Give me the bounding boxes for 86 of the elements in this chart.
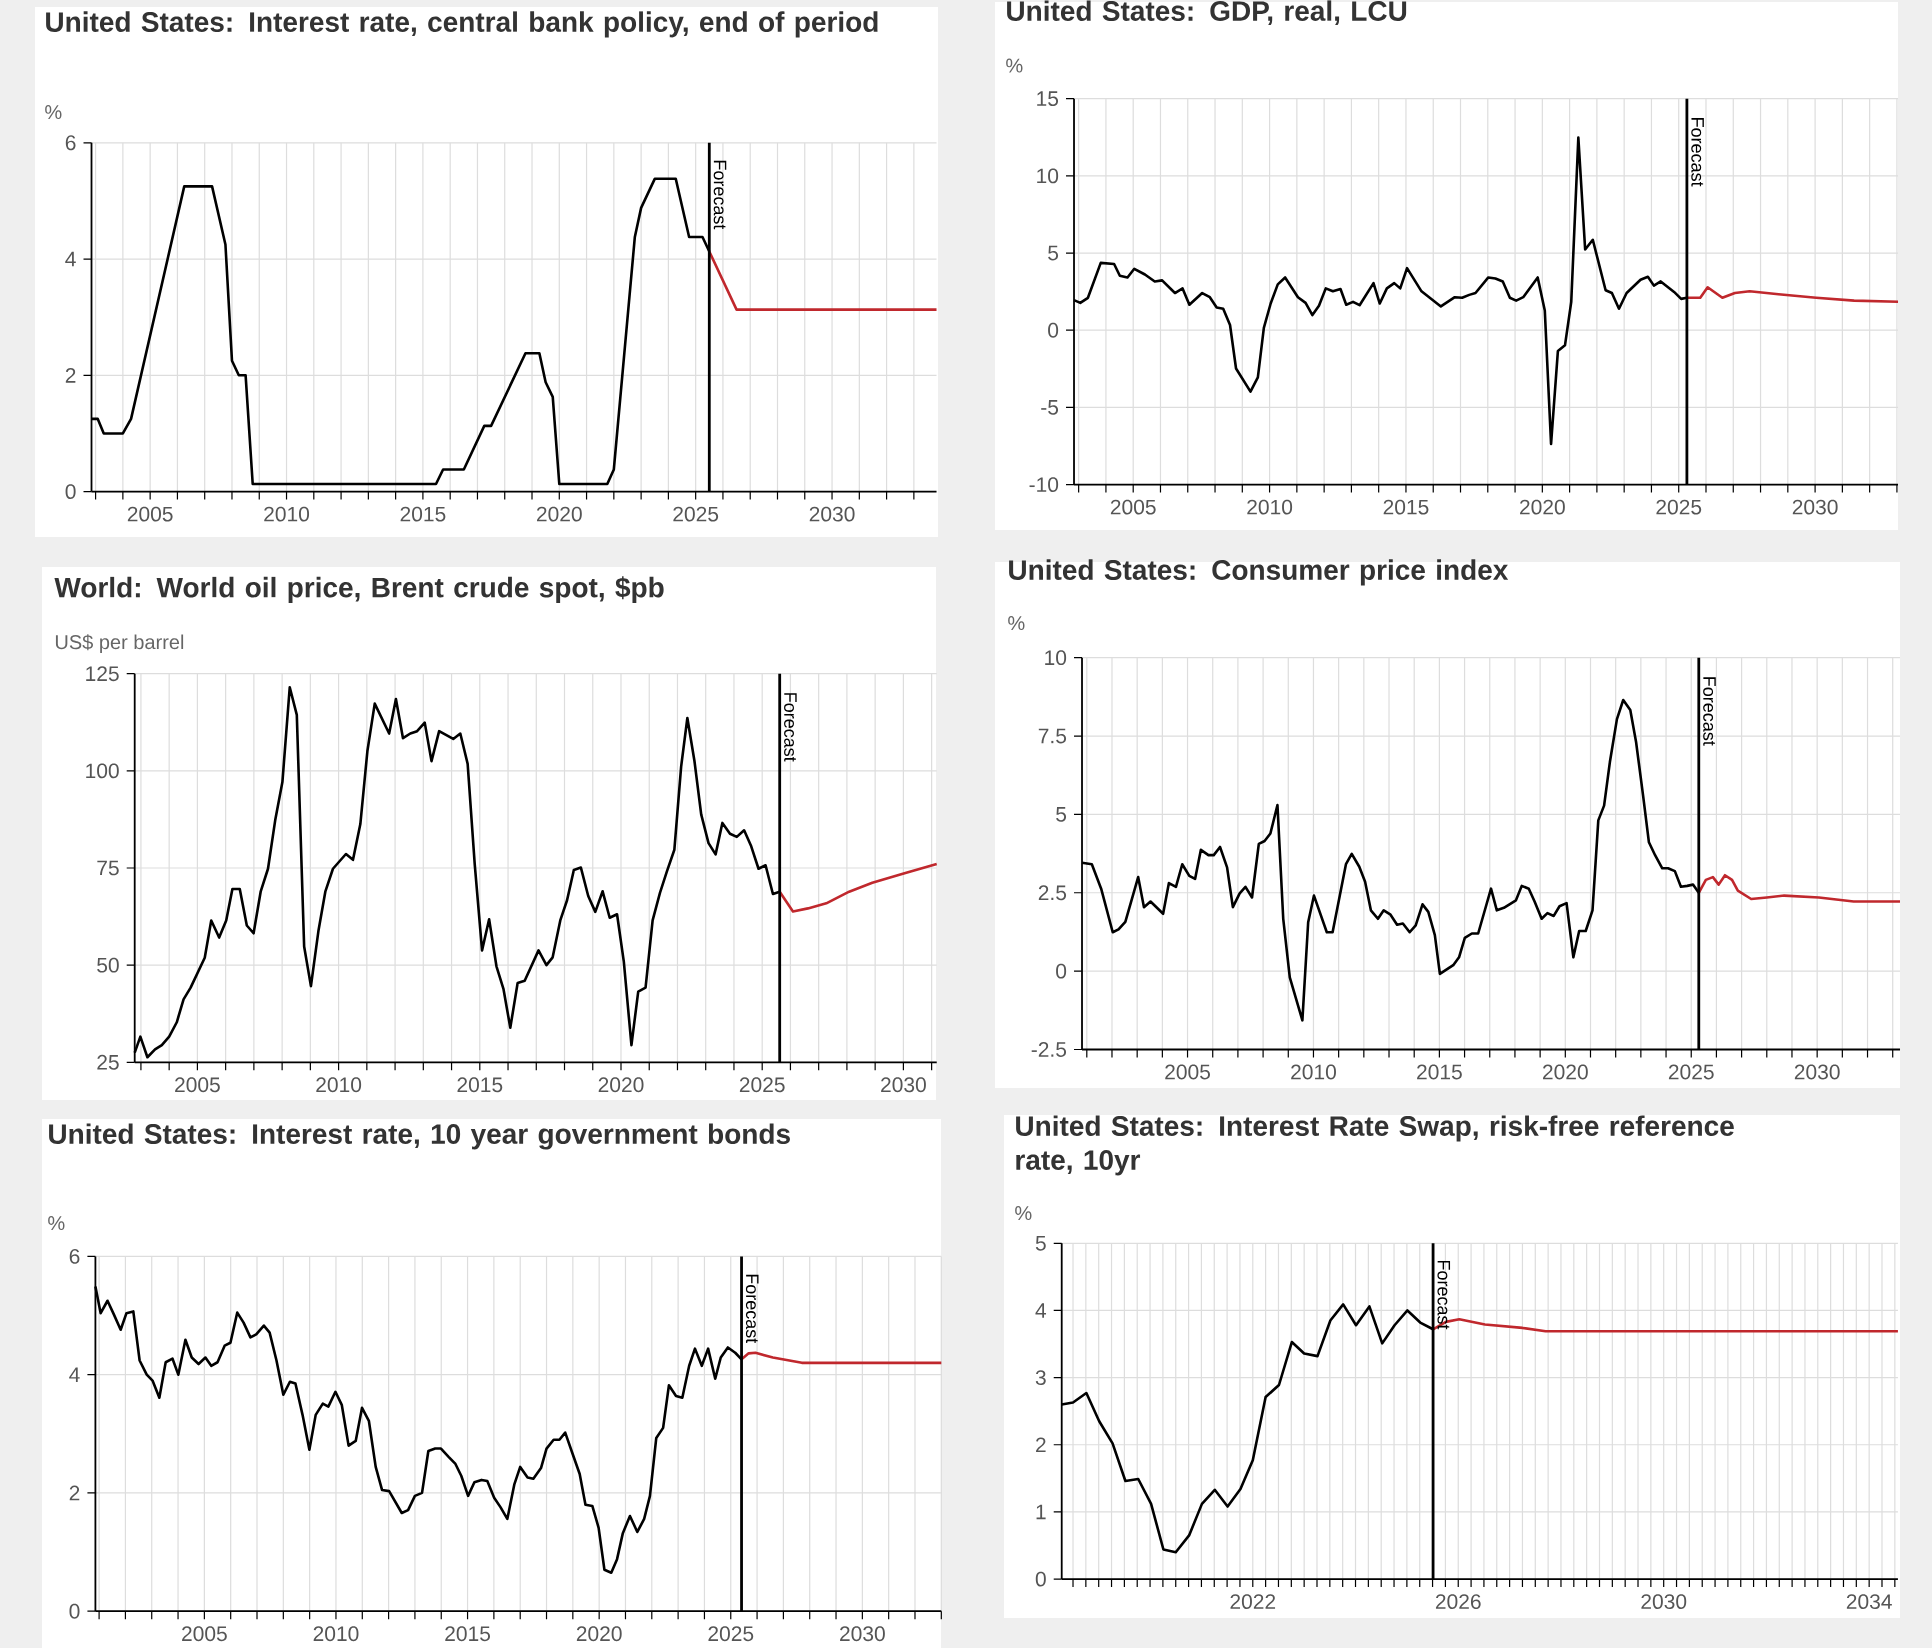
x-tick-label: 2015 <box>445 1626 491 1642</box>
x-tick-label: 2020 <box>1543 1064 1588 1080</box>
line-series <box>1697 873 1902 903</box>
x-tick-label: 2010 <box>1291 1064 1336 1080</box>
x-tick-label: 2025 <box>1668 1064 1714 1080</box>
x-tick-label: 2020 <box>598 1077 644 1093</box>
y-tick-label: -10 <box>1029 477 1059 493</box>
chart-title: United States: GDP, real, LCU <box>1007 0 1407 25</box>
y-tick-label: 6 <box>65 135 76 151</box>
x-tick-label: 2015 <box>1383 499 1429 515</box>
y-tick-label: 2.5 <box>1038 885 1067 901</box>
x-tick-label: 2022 <box>1230 1594 1276 1610</box>
x-tick-label: 2005 <box>1165 1064 1210 1080</box>
x-tick-label: 2030 <box>840 1626 885 1642</box>
ref-line-label: Forecast <box>745 1274 759 1344</box>
y-tick-label: 5 <box>1056 807 1067 822</box>
y-axis-title: % <box>1015 1206 1032 1221</box>
x-tick-label: 2010 <box>313 1626 359 1642</box>
y-tick-label: 4 <box>69 1367 80 1382</box>
y-tick-label: 2 <box>1036 1437 1046 1453</box>
y-tick-label: 0 <box>1035 1571 1046 1587</box>
chart-title: United States: Interest rate, central bank policy, end of period <box>46 11 878 38</box>
y-axis-title: % <box>1006 58 1023 73</box>
y-tick-label: 50 <box>97 957 119 973</box>
x-tick-label: 2015 <box>457 1077 503 1093</box>
x-tick-label: 2034 <box>1846 1594 1892 1610</box>
y-tick-label: 10 <box>1037 168 1059 184</box>
x-tick-label: 2025 <box>1656 499 1702 515</box>
ref-line-label: Forecast <box>1437 1260 1451 1330</box>
x-tick-label: 2030 <box>1794 1064 1840 1080</box>
x-tick-label: 2030 <box>1641 1594 1687 1610</box>
y-tick-label: 2 <box>65 368 76 383</box>
y-axis-title: % <box>45 105 62 120</box>
x-tick-label: 2015 <box>1417 1064 1462 1080</box>
y-tick-label: 3 <box>1035 1370 1046 1386</box>
ref-line-label: Forecast <box>1691 118 1704 187</box>
chart-title: World: World oil price, Brent crude spot, $pb <box>54 576 664 603</box>
x-tick-label: 2020 <box>576 1626 622 1642</box>
y-tick-label: 4 <box>65 251 76 267</box>
x-tick-label: 2010 <box>316 1077 362 1093</box>
x-tick-label: 2020 <box>1520 499 1565 515</box>
line-series <box>1685 286 1900 304</box>
ref-line-label: Forecast <box>1703 677 1716 746</box>
y-tick-label: 5 <box>1048 245 1059 261</box>
ref-line-label: Forecast <box>713 160 727 230</box>
y-tick-label: 125 <box>86 666 119 682</box>
x-tick-label: 2025 <box>673 506 719 522</box>
x-tick-label: 2025 <box>708 1626 754 1642</box>
y-tick-label: 15 <box>1037 91 1059 107</box>
x-tick-label: 2030 <box>1792 499 1838 515</box>
ref-line-label: Forecast <box>784 693 797 762</box>
y-tick-label: 25 <box>97 1054 119 1070</box>
y-tick-label: 75 <box>97 860 119 876</box>
y-tick-label: 6 <box>69 1248 80 1264</box>
x-tick-label: 2010 <box>264 506 310 522</box>
y-axis-title: % <box>48 1216 65 1231</box>
y-axis-title: % <box>1008 616 1025 631</box>
y-tick-label: 7.5 <box>1038 728 1067 744</box>
x-tick-label: 2026 <box>1435 1594 1481 1610</box>
y-tick-label: 0 <box>1048 322 1059 338</box>
x-tick-label: 2005 <box>175 1077 220 1093</box>
chart-title: United States: Interest Rate Swap, risk-free reference rate, 10yr <box>1016 1115 1734 1176</box>
y-tick-label: 0 <box>65 484 76 500</box>
y-tick-label: 2 <box>69 1485 80 1501</box>
x-tick-label: 2025 <box>739 1077 785 1093</box>
y-tick-label: -2.5 <box>1031 1042 1067 1057</box>
x-tick-label: 2020 <box>536 506 582 522</box>
y-tick-label: 1 <box>1036 1504 1046 1520</box>
line-series <box>778 862 939 913</box>
y-axis-title: US$ per barrel <box>55 634 184 654</box>
x-tick-label: 2015 <box>400 506 446 522</box>
x-tick-label: 2005 <box>1110 499 1156 515</box>
y-tick-label: 0 <box>69 1603 80 1619</box>
y-tick-label: 10 <box>1045 650 1067 666</box>
x-tick-label: 2005 <box>182 1626 227 1642</box>
x-tick-label: 2005 <box>127 506 173 522</box>
y-tick-label: 100 <box>86 763 119 779</box>
y-tick-label: 0 <box>1056 963 1067 979</box>
chart-title: United States: Interest rate, 10 year government bonds <box>49 1123 790 1150</box>
y-tick-label: 4 <box>1035 1303 1047 1318</box>
y-tick-label: 5 <box>1035 1235 1046 1251</box>
x-tick-label: 2010 <box>1247 499 1293 515</box>
chart-title: United States: Consumer price index <box>1009 559 1509 586</box>
x-tick-label: 2030 <box>809 506 855 522</box>
x-tick-label: 2030 <box>881 1077 926 1093</box>
y-tick-label: -5 <box>1041 400 1059 415</box>
